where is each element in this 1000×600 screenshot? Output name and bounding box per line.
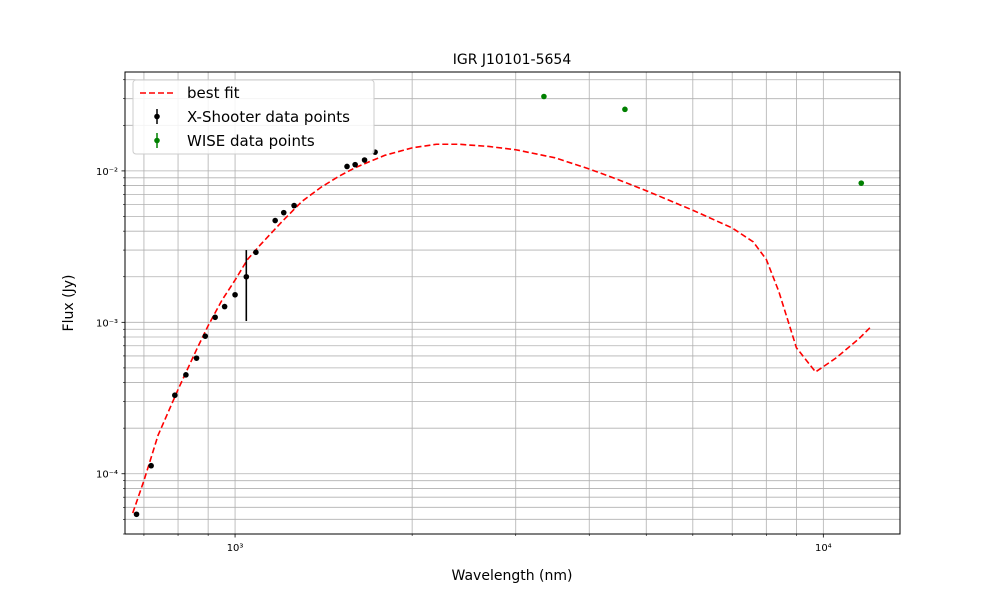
xshooter-data-point [202, 333, 209, 339]
xshooter-data-point [352, 161, 358, 168]
y-tick-label: 10⁻⁴ [96, 470, 118, 481]
xshooter-data-point [243, 273, 250, 280]
xshooter-data-point [253, 249, 259, 256]
legend-label-best-fit: best fit [187, 84, 240, 102]
xshooter-data-point [272, 217, 278, 224]
xshooter-data-point [280, 209, 287, 216]
wise-data-point [622, 106, 628, 113]
xshooter-data-point [172, 392, 178, 399]
y-axis-label: Flux (Jy) [61, 275, 77, 332]
legend: best fit X-Shooter data points WISE data… [132, 79, 375, 155]
y-tick-label: 10⁻² [96, 167, 118, 178]
xshooter-data-point [193, 355, 200, 361]
data-points-layer [133, 93, 865, 518]
legend-xshooter-marker [154, 113, 160, 120]
xshooter-data-point [148, 462, 154, 469]
chart-title: IGR J10101-5654 [453, 52, 572, 68]
xshooter-data-point [232, 291, 238, 298]
x-tick-label: 10⁴ [815, 543, 832, 554]
axis-ticks: 10³ 10⁴ 10⁻⁴ 10⁻³ 10⁻² [96, 79, 832, 554]
x-tick-label: 10³ [227, 543, 244, 554]
best-fit-layer [131, 143, 871, 514]
y-tick-label: 10⁻³ [96, 318, 118, 329]
xshooter-data-point [291, 202, 297, 209]
legend-box [132, 79, 375, 155]
legend-label-xshooter: X-Shooter data points [187, 108, 350, 126]
best-fit-line [131, 143, 871, 514]
xshooter-data-point [344, 163, 350, 170]
wise-data-point [541, 93, 547, 100]
plot-frame [124, 71, 901, 535]
xshooter-data-point [183, 372, 189, 378]
xshooter-data-point [361, 157, 368, 163]
legend-label-wise: WISE data points [187, 132, 315, 150]
wise-data-point [858, 180, 865, 186]
x-axis-label: Wavelength (nm) [452, 568, 573, 584]
xshooter-data-point [221, 303, 228, 310]
xshooter-data-point [212, 314, 218, 321]
xshooter-data-point [133, 511, 140, 518]
legend-wise-marker [154, 137, 160, 144]
